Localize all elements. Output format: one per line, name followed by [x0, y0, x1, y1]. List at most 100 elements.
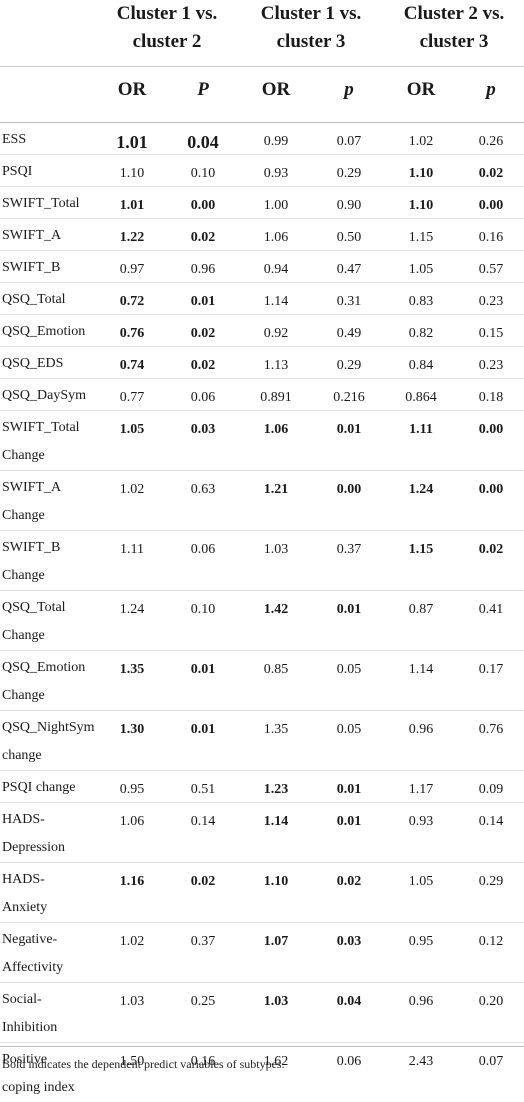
or-cell: 1.11	[384, 411, 458, 471]
row-label-line: Change	[2, 562, 96, 590]
p-cell: 0.14	[458, 803, 524, 863]
row-label-line: SWIFT_B	[2, 534, 96, 562]
or-cell: 1.10	[384, 187, 458, 219]
p-cell: 0.06	[314, 1043, 384, 1102]
p-cell: 0.90	[314, 187, 384, 219]
p-cell: 0.01	[314, 591, 384, 651]
row-label-line: SWIFT_A	[2, 474, 96, 502]
or-cell: 0.99	[238, 123, 314, 155]
or-cell: 0.93	[238, 155, 314, 187]
or-cell: 0.74	[96, 347, 168, 379]
row-label-line: Negative-	[2, 926, 96, 954]
or-cell: 1.13	[238, 347, 314, 379]
or-cell: 1.07	[238, 923, 314, 983]
row-label-line: QSQ_EDS	[2, 350, 96, 378]
or-cell: 0.96	[384, 711, 458, 771]
p-cell: 0.06	[168, 379, 238, 411]
row-label: HADS-Anxiety	[0, 863, 96, 923]
row-label-line: PSQI	[2, 158, 96, 186]
group-header-1v3: Cluster 1 vs. cluster 3	[238, 0, 384, 67]
group-header-line: Cluster 1 vs.	[238, 0, 384, 28]
p-cell: 0.57	[458, 251, 524, 283]
col-header-p: p	[314, 67, 384, 123]
or-cell: 1.03	[238, 531, 314, 591]
p-cell: 0.216	[314, 379, 384, 411]
or-cell: 1.01	[96, 123, 168, 155]
row-label-line: Change	[2, 442, 96, 470]
or-cell: 1.05	[384, 251, 458, 283]
group-header-line: cluster 3	[238, 28, 384, 56]
p-cell: 0.15	[458, 315, 524, 347]
p-cell: 0.02	[168, 347, 238, 379]
row-label: SWIFT_Total	[0, 187, 96, 219]
p-cell: 0.51	[168, 771, 238, 803]
or-cell: 0.97	[96, 251, 168, 283]
or-cell: 1.30	[96, 711, 168, 771]
group-header-2v3: Cluster 2 vs. cluster 3	[384, 0, 524, 67]
row-label-line: QSQ_Emotion	[2, 318, 96, 346]
or-cell: 1.15	[384, 219, 458, 251]
p-cell: 0.03	[168, 411, 238, 471]
col-header-or: OR	[384, 67, 458, 123]
p-cell: 0.02	[314, 863, 384, 923]
p-cell: 0.01	[314, 771, 384, 803]
p-cell: 0.16	[168, 1043, 238, 1102]
or-cell: 1.50	[96, 1043, 168, 1102]
or-cell: 0.92	[238, 315, 314, 347]
or-cell: 1.14	[384, 651, 458, 711]
p-cell: 0.01	[168, 711, 238, 771]
or-cell: 1.00	[238, 187, 314, 219]
row-label: QSQ_Total	[0, 283, 96, 315]
or-cell: 1.03	[238, 983, 314, 1043]
p-cell: 0.04	[168, 123, 238, 155]
row-label-line: QSQ_NightSym	[2, 714, 96, 742]
or-cell: 0.891	[238, 379, 314, 411]
p-cell: 0.01	[168, 283, 238, 315]
p-cell: 0.76	[458, 711, 524, 771]
p-cell: 0.04	[314, 983, 384, 1043]
p-cell: 0.12	[458, 923, 524, 983]
p-cell: 0.10	[168, 155, 238, 187]
p-cell: 0.17	[458, 651, 524, 711]
row-label: SWIFT_A	[0, 219, 96, 251]
or-cell: 0.72	[96, 283, 168, 315]
p-cell: 0.29	[458, 863, 524, 923]
p-cell: 0.31	[314, 283, 384, 315]
col-header-p: P	[168, 67, 238, 123]
bottom-rule	[0, 1046, 524, 1047]
p-cell: 0.96	[168, 251, 238, 283]
p-cell: 0.03	[314, 923, 384, 983]
row-label: Negative-Affectivity	[0, 923, 96, 983]
group-header-row: Cluster 1 vs. cluster 2 Cluster 1 vs. cl…	[0, 0, 524, 67]
empty-header-cell	[0, 67, 96, 123]
row-label-line: ESS	[2, 126, 96, 154]
row-label: QSQ_DaySym	[0, 379, 96, 411]
p-cell: 0.01	[314, 803, 384, 863]
p-cell: 0.05	[314, 711, 384, 771]
p-cell: 0.01	[314, 411, 384, 471]
or-cell: 1.10	[96, 155, 168, 187]
p-cell: 0.06	[168, 531, 238, 591]
row-label-line: PSQI change	[2, 774, 96, 802]
p-cell: 0.00	[168, 187, 238, 219]
p-cell: 0.00	[314, 471, 384, 531]
sub-header-row: OR P OR p OR p	[0, 67, 524, 123]
or-cell: 1.10	[384, 155, 458, 187]
col-header-or: OR	[238, 67, 314, 123]
or-cell: 1.11	[96, 531, 168, 591]
or-cell: 1.62	[238, 1043, 314, 1102]
p-cell: 0.47	[314, 251, 384, 283]
or-cell: 1.02	[384, 123, 458, 155]
or-cell: 1.10	[238, 863, 314, 923]
or-cell: 1.01	[96, 187, 168, 219]
row-label: PSQI	[0, 155, 96, 187]
row-label-line: SWIFT_Total	[2, 190, 96, 218]
